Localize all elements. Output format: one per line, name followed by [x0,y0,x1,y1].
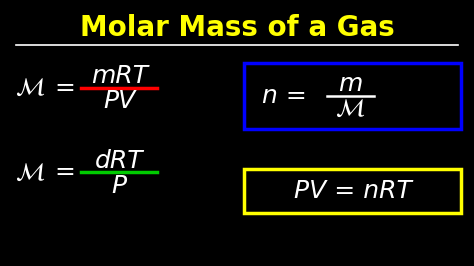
Text: $\mathcal{M}$: $\mathcal{M}$ [15,160,45,185]
Text: PV: PV [103,89,135,113]
Text: dRT: dRT [95,149,144,173]
FancyBboxPatch shape [244,169,461,213]
Text: m: m [338,72,362,96]
Text: Molar Mass of a Gas: Molar Mass of a Gas [80,14,394,42]
Text: =: = [55,160,75,185]
Text: $\mathcal{M}$: $\mathcal{M}$ [15,76,45,100]
Text: $\mathcal{M}$: $\mathcal{M}$ [335,97,365,121]
Text: n =: n = [262,84,307,108]
Text: mRT: mRT [91,64,148,88]
Text: P: P [112,174,127,198]
Text: PV = nRT: PV = nRT [293,179,411,203]
FancyBboxPatch shape [244,63,461,129]
Text: =: = [55,76,75,100]
